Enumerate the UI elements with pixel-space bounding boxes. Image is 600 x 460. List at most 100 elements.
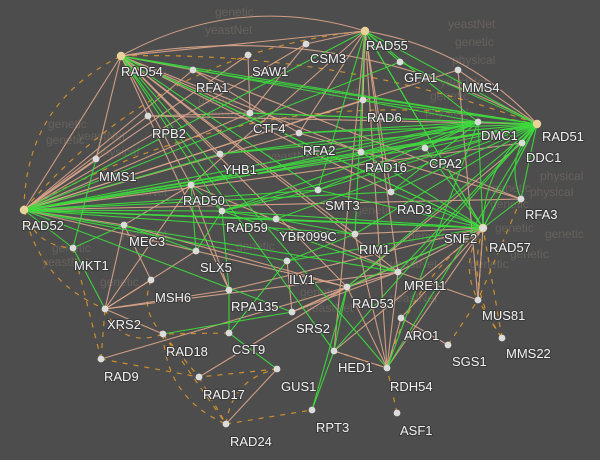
node-gfa1[interactable] bbox=[396, 58, 404, 66]
edge-physical bbox=[291, 271, 399, 313]
edge-genetic bbox=[221, 210, 277, 220]
node-slx5[interactable] bbox=[192, 247, 200, 255]
node-mms22[interactable] bbox=[498, 334, 506, 342]
edge-genetic bbox=[162, 311, 293, 335]
genetic-edge-layer bbox=[23, 30, 538, 411]
node-rad52[interactable] bbox=[19, 205, 29, 215]
edge-physical bbox=[291, 286, 348, 313]
node-xrs2[interactable] bbox=[101, 305, 109, 313]
edge-physical bbox=[333, 227, 484, 352]
edge-genetic bbox=[190, 184, 223, 212]
edge-physical bbox=[100, 286, 348, 360]
node-rad59[interactable] bbox=[218, 207, 226, 215]
node-label-xrs2: XRS2 bbox=[107, 317, 141, 332]
node-rad17[interactable] bbox=[195, 373, 203, 381]
node-label-saw1: SAW1 bbox=[252, 64, 288, 79]
edge-genetic bbox=[23, 189, 319, 211]
node-dmc1[interactable] bbox=[474, 118, 482, 126]
node-label-msh6: MSH6 bbox=[155, 290, 191, 305]
edge-genetic bbox=[346, 227, 484, 288]
node-label-rad16: RAD16 bbox=[365, 160, 407, 175]
node-label-rad55: RAD55 bbox=[366, 38, 408, 53]
node-rfa1[interactable] bbox=[189, 66, 197, 74]
node-smt3[interactable] bbox=[314, 186, 322, 194]
node-msh6[interactable] bbox=[147, 276, 155, 284]
node-rad54[interactable] bbox=[116, 51, 126, 61]
node-ilv1[interactable] bbox=[283, 257, 291, 265]
edge-genetic bbox=[23, 153, 221, 211]
node-rpt3[interactable] bbox=[308, 406, 316, 414]
node-asf1[interactable] bbox=[393, 409, 401, 417]
node-rpa135[interactable] bbox=[225, 286, 233, 294]
node-rim1[interactable] bbox=[351, 230, 359, 238]
node-label-snf2: SNF2 bbox=[444, 231, 477, 246]
node-label-rdh54: RDH54 bbox=[390, 379, 433, 394]
edge-curved-yeastnet bbox=[104, 308, 164, 339]
edge-genetic bbox=[190, 121, 479, 186]
node-mkt1[interactable] bbox=[69, 244, 77, 252]
edge-physical bbox=[305, 30, 366, 45]
node-label-mec3: MEC3 bbox=[129, 234, 165, 249]
node-rad18[interactable] bbox=[159, 330, 167, 338]
node-mre11[interactable] bbox=[394, 268, 402, 276]
edge-physical bbox=[225, 368, 278, 425]
node-rad57[interactable] bbox=[479, 224, 487, 232]
node-label-gus1: GUS1 bbox=[281, 379, 316, 394]
node-rad24[interactable] bbox=[222, 420, 230, 428]
node-rfa3[interactable] bbox=[517, 195, 525, 203]
node-yhb1[interactable] bbox=[216, 150, 224, 158]
edge-genetic bbox=[360, 151, 484, 229]
node-mus81[interactable] bbox=[474, 296, 482, 304]
edge-genetic bbox=[298, 121, 479, 134]
node-hed1[interactable] bbox=[330, 347, 338, 355]
edge-yeastnet bbox=[100, 308, 106, 360]
node-label-dmc1: DMC1 bbox=[481, 128, 518, 143]
node-csm3[interactable] bbox=[302, 40, 310, 48]
node-ybr099c[interactable] bbox=[272, 215, 280, 223]
node-mec3[interactable] bbox=[120, 221, 128, 229]
node-rpb2[interactable] bbox=[144, 112, 152, 120]
node-srs2[interactable] bbox=[288, 308, 296, 316]
edge-genetic bbox=[482, 198, 522, 229]
node-ctf4[interactable] bbox=[246, 109, 254, 117]
node-mms4[interactable] bbox=[454, 66, 462, 74]
edge-genetic bbox=[23, 209, 74, 249]
node-label-smt3: SMT3 bbox=[325, 198, 360, 213]
edge-genetic bbox=[399, 61, 538, 125]
node-rfa2[interactable] bbox=[295, 129, 303, 137]
node-rad9[interactable] bbox=[97, 355, 105, 363]
node-label-rpa135: RPA135 bbox=[231, 299, 278, 314]
node-gus1[interactable] bbox=[273, 365, 281, 373]
node-rdh54[interactable] bbox=[383, 364, 391, 372]
node-label-mus81: MUS81 bbox=[482, 308, 525, 323]
node-saw1[interactable] bbox=[244, 51, 252, 59]
edge-physical bbox=[192, 69, 522, 200]
edge-genetic bbox=[219, 121, 479, 155]
node-layer[interactable] bbox=[19, 26, 542, 428]
node-rad53[interactable] bbox=[343, 283, 351, 291]
watermark-label: physical bbox=[452, 53, 495, 67]
node-rad51[interactable] bbox=[532, 119, 542, 129]
watermark-label: genetic bbox=[495, 221, 534, 235]
node-mms1[interactable] bbox=[92, 155, 100, 163]
node-rad16[interactable] bbox=[357, 148, 365, 156]
node-label-cst9: CST9 bbox=[232, 342, 265, 357]
edge-physical bbox=[457, 69, 538, 125]
node-cpa2[interactable] bbox=[421, 144, 429, 152]
node-rad55[interactable] bbox=[360, 26, 370, 36]
edge-yeastnet bbox=[162, 333, 200, 378]
node-cst9[interactable] bbox=[225, 329, 233, 337]
edge-genetic bbox=[364, 30, 401, 63]
edge-genetic bbox=[23, 151, 362, 211]
node-label-rad24: RAD24 bbox=[230, 434, 272, 449]
node-ddc1[interactable] bbox=[518, 139, 526, 147]
edge-physical bbox=[286, 260, 293, 313]
node-aro1[interactable] bbox=[397, 314, 405, 322]
node-rad50[interactable] bbox=[187, 181, 195, 189]
node-rad6[interactable] bbox=[359, 96, 367, 104]
node-sgs1[interactable] bbox=[444, 341, 452, 349]
node-rad3[interactable] bbox=[387, 188, 395, 196]
edge-physical bbox=[120, 55, 362, 153]
